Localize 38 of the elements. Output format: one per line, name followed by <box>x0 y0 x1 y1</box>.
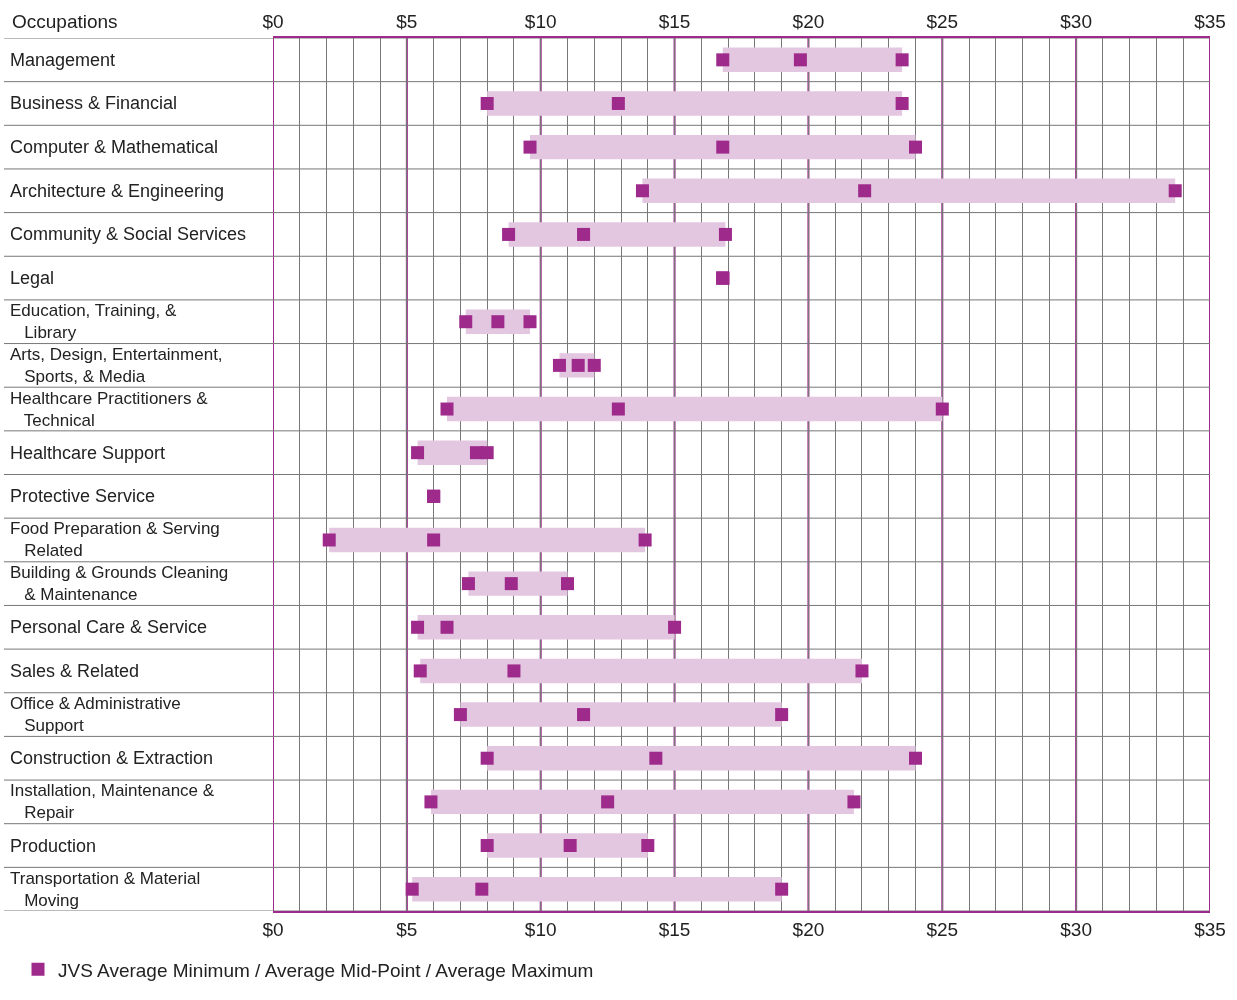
y-axis-title: Occupations <box>12 11 118 32</box>
x2-tick-label: $20 <box>792 918 825 940</box>
y-tick-label: Computer & Mathematical <box>10 137 219 157</box>
y-tick-label: Personal Care & Service <box>10 617 208 637</box>
x-tick-label: $10 <box>524 11 557 33</box>
x-tick-label: $35 <box>1194 11 1226 33</box>
y-tick-label: Construction & Extraction <box>10 748 214 768</box>
y-tick-label: Education, Training, & Library <box>10 301 177 343</box>
x2-tick-label: $5 <box>396 918 418 940</box>
x-tick-label: $30 <box>1060 11 1092 33</box>
x-tick-label: $15 <box>658 11 691 33</box>
y-tick-label: Office & Administrative Support <box>10 694 181 736</box>
x-tick-label: $25 <box>926 11 959 33</box>
y-tick-label: Sales & Related <box>10 661 140 681</box>
y-tick-label: Business & Financial <box>10 93 178 113</box>
y-tick-label: Transportation & Material Moving <box>10 869 201 911</box>
y-tick-label: Installation, Maintenance & Repair <box>10 781 215 823</box>
x2-tick-label: $10 <box>524 918 557 940</box>
y-tick-label: Healthcare Support <box>10 443 166 463</box>
x2-tick-label: $30 <box>1060 918 1092 940</box>
legend-label: JVS Average Minimum / Average Mid-Point / Average Maximum <box>58 959 594 981</box>
y-tick-label: Production <box>10 836 97 856</box>
x2-tick-label: $15 <box>658 918 691 940</box>
y-tick-label: Healthcare Practitioners & Technical <box>10 389 209 431</box>
x2-tick-label: $35 <box>1194 918 1226 940</box>
x-tick-label: $5 <box>396 11 418 33</box>
y-tick-label: Arts, Design, Entertainment, Sports, & Media <box>10 345 223 387</box>
y-tick-label: Building & Grounds Cleaning & Maintenance <box>10 563 229 605</box>
y-tick-label: Architecture & Engineering <box>10 181 225 201</box>
y-tick-label: Food Preparation & Serving Related <box>10 519 220 561</box>
y-tick-label: Legal <box>10 268 55 288</box>
y-tick-label: Community & Social Services <box>10 224 247 244</box>
x2-tick-label: $0 <box>262 918 284 940</box>
y-tick-label: Management <box>10 50 116 70</box>
x-tick-label: $20 <box>792 11 825 33</box>
x-tick-label: $0 <box>262 11 284 33</box>
y-tick-label: Protective Service <box>10 486 156 506</box>
x2-tick-label: $25 <box>926 918 959 940</box>
